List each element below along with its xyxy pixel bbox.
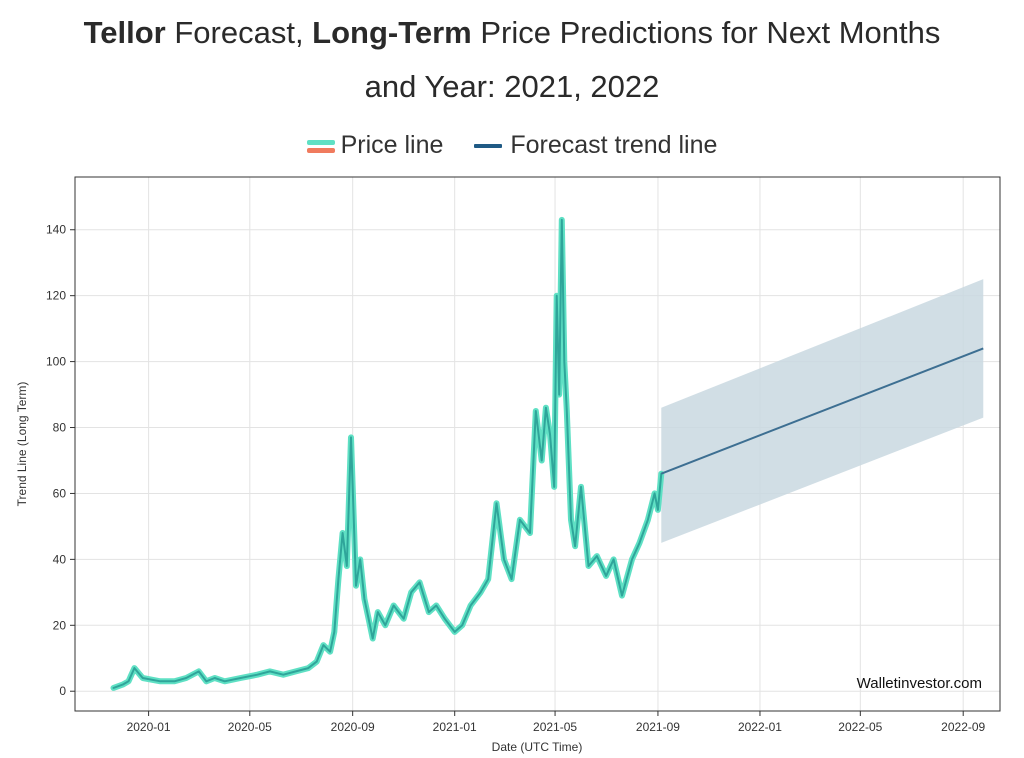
legend-item-price: Price line — [306, 130, 444, 160]
trend-line-swatch-icon — [474, 144, 503, 149]
title-text-b: Price Predictions for Next Months — [471, 15, 941, 50]
legend-trend-label: Forecast trend line — [510, 130, 718, 159]
x-tick-label: 2021-05 — [533, 720, 577, 734]
chart-title: Tellor Forecast, Long-Term Price Predict… — [0, 6, 1024, 114]
y-tick-label: 120 — [46, 289, 66, 303]
x-tick-label: 2020-05 — [228, 720, 272, 734]
x-tick-label: 2021-01 — [433, 720, 477, 734]
price-line — [112, 218, 663, 689]
x-axis-label: Date (UTC Time) — [492, 740, 583, 754]
price-line-swatch-icon — [306, 139, 335, 154]
y-tick-label: 0 — [59, 684, 66, 698]
forecast-trend-line — [660, 347, 984, 475]
y-tick-label: 20 — [53, 618, 67, 632]
x-tick-label: 2020-01 — [127, 720, 171, 734]
title-coin-name: Tellor — [83, 15, 166, 50]
watermark-text: Walletinvestor.com — [857, 675, 982, 692]
y-tick-label: 40 — [53, 552, 67, 566]
y-tick-label: 140 — [46, 223, 66, 237]
y-axis-ticks: 0 20 40 60 80 100 120 140 — [46, 223, 75, 698]
y-axis-label: Trend Line (Long Term) — [15, 382, 29, 507]
x-axis-ticks: 2020-01 2020-05 2020-09 2021-01 2021-05 2021-… — [127, 711, 986, 734]
plot-frame — [74, 176, 1001, 712]
x-tick-label: 2022-05 — [838, 720, 882, 734]
legend-price-label: Price line — [340, 130, 444, 159]
title-text-a: Forecast, — [165, 15, 313, 50]
chart-series — [110, 216, 984, 691]
price-line-glow — [110, 216, 665, 691]
legend-item-trend: Forecast trend line — [474, 131, 717, 160]
y-tick-label: 100 — [46, 355, 66, 369]
title-line-1: Tellor Forecast, Long-Term Price Predict… — [0, 6, 1024, 60]
title-term: Long-Term — [312, 15, 472, 50]
y-tick-label: 60 — [53, 486, 67, 500]
chart-legend: Price line Forecast trend line — [0, 130, 1024, 160]
x-tick-label: 2022-01 — [738, 720, 782, 734]
title-line-2: and Year: 2021, 2022 — [364, 69, 660, 104]
x-tick-label: 2020-09 — [331, 720, 375, 734]
x-tick-label: 2021-09 — [636, 720, 680, 734]
y-tick-label: 80 — [53, 421, 67, 435]
x-tick-label: 2022-09 — [941, 720, 985, 734]
